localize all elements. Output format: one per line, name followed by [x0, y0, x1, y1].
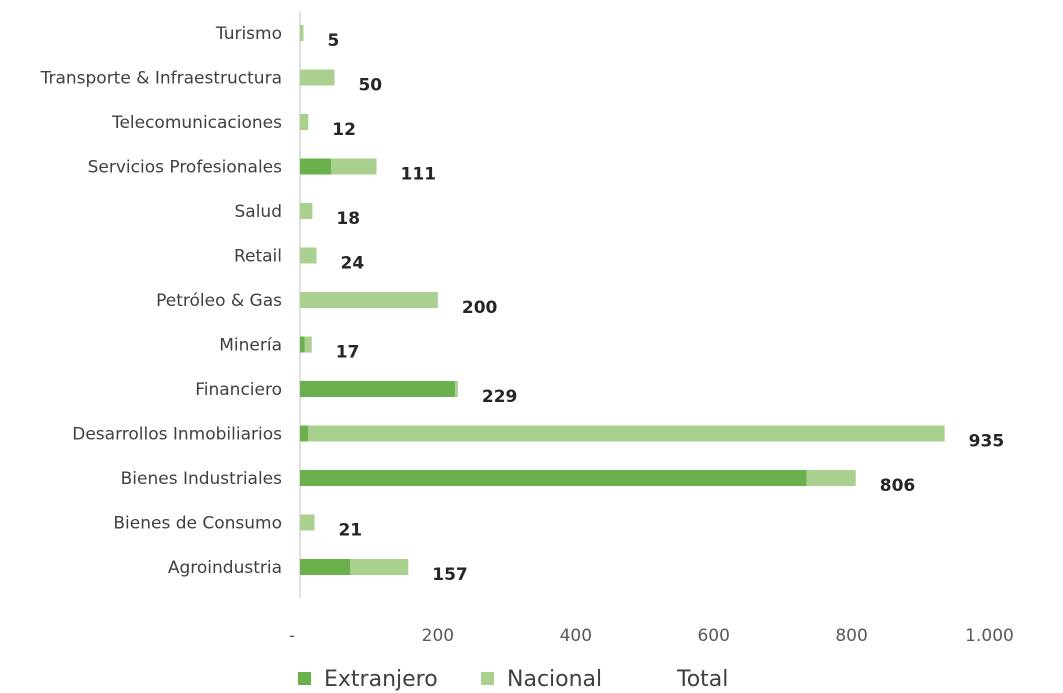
legend-label-total: Total [676, 667, 728, 692]
total-label-retail: 24 [341, 254, 365, 274]
category-label-bienes-de-consumo: Bienes de Consumo [113, 514, 282, 534]
category-labels: Turismo Transporte & Infraestructura Telec… [40, 24, 283, 578]
legend-label-nacional: Nacional [507, 667, 602, 692]
total-label-turismo: 5 [327, 31, 339, 51]
category-label-transporte-infraestructura: Transporte & Infraestructura [40, 69, 282, 89]
bar-extranjero-servicios-profesionales [300, 158, 332, 175]
bar-nacional-petroleo-gas [300, 292, 438, 308]
bar-extranjero-desarrollos-inmobiliarios [300, 425, 309, 442]
bar-nacional-salud [300, 203, 313, 219]
category-label-bienes-industriales: Bienes Industriales [121, 469, 283, 489]
category-label-desarrollos-inmobiliarios: Desarrollos Inmobiliarios [72, 425, 282, 445]
bar-nacional-retail [300, 247, 317, 264]
x-tick-label-1: 200 [422, 626, 454, 646]
category-label-telecomunicaciones: Telecomunicaciones [111, 113, 282, 133]
total-label-servicios-profesionales: 111 [401, 165, 437, 185]
bar-nacional-bienes-de-consumo [300, 514, 315, 531]
total-label-financiero: 229 [482, 387, 518, 407]
category-label-petroleo-gas: Petróleo & Gas [156, 291, 282, 311]
x-tick-label-4: 800 [835, 626, 867, 646]
bar-extranjero-mineria [300, 336, 305, 353]
legend: Extranjero Nacional Total [298, 667, 728, 692]
total-label-bienes-industriales: 806 [880, 476, 916, 496]
x-tick-label-2: 400 [560, 626, 592, 646]
total-label-desarrollos-inmobiliarios: 935 [969, 432, 1005, 452]
bars-group [300, 25, 945, 575]
x-tick-labels: - 200 400 600 800 1.000 [289, 626, 1014, 646]
legend-swatch-nacional [481, 672, 494, 685]
x-tick-label-5: 1.000 [965, 626, 1014, 646]
bar-nacional-transporte-infraestructura [300, 69, 335, 86]
category-label-agroindustria: Agroindustria [168, 558, 282, 578]
legend-label-extranjero: Extranjero [324, 667, 438, 692]
total-label-mineria: 17 [336, 343, 360, 363]
legend-swatch-extranjero [298, 672, 311, 685]
bar-nacional-telecomunicaciones [300, 114, 309, 130]
category-label-financiero: Financiero [195, 380, 282, 400]
category-label-turismo: Turismo [215, 24, 282, 44]
total-label-transporte-infraestructura: 50 [358, 76, 382, 96]
bar-nacional-desarrollos-inmobiliarios [308, 425, 945, 442]
total-label-bienes-de-consumo: 21 [338, 521, 362, 541]
x-tick-label-0: - [289, 626, 295, 646]
category-label-mineria: Minería [219, 336, 282, 356]
bar-nacional-financiero [455, 381, 458, 397]
x-tick-label-3: 600 [697, 626, 729, 646]
bar-nacional-servicios-profesionales [331, 158, 377, 175]
bar-nacional-bienes-industriales [806, 470, 856, 486]
total-label-petroleo-gas: 200 [462, 298, 498, 318]
total-label-telecomunicaciones: 12 [332, 120, 356, 140]
category-label-retail: Retail [234, 247, 282, 267]
bar-nacional-agroindustria [350, 559, 409, 575]
bar-extranjero-agroindustria [300, 559, 351, 575]
total-labels: 5 50 12 111 18 24 200 17 229 935 806 21 157 [327, 31, 1004, 585]
bar-extranjero-financiero [300, 381, 456, 397]
category-label-salud: Salud [235, 202, 283, 222]
total-label-salud: 18 [336, 209, 360, 229]
total-label-agroindustria: 157 [432, 565, 468, 585]
category-label-servicios-profesionales: Servicios Profesionales [88, 158, 283, 178]
bar-nacional-turismo [300, 25, 304, 41]
bar-nacional-mineria [304, 336, 312, 353]
bar-extranjero-bienes-industriales [300, 470, 807, 486]
